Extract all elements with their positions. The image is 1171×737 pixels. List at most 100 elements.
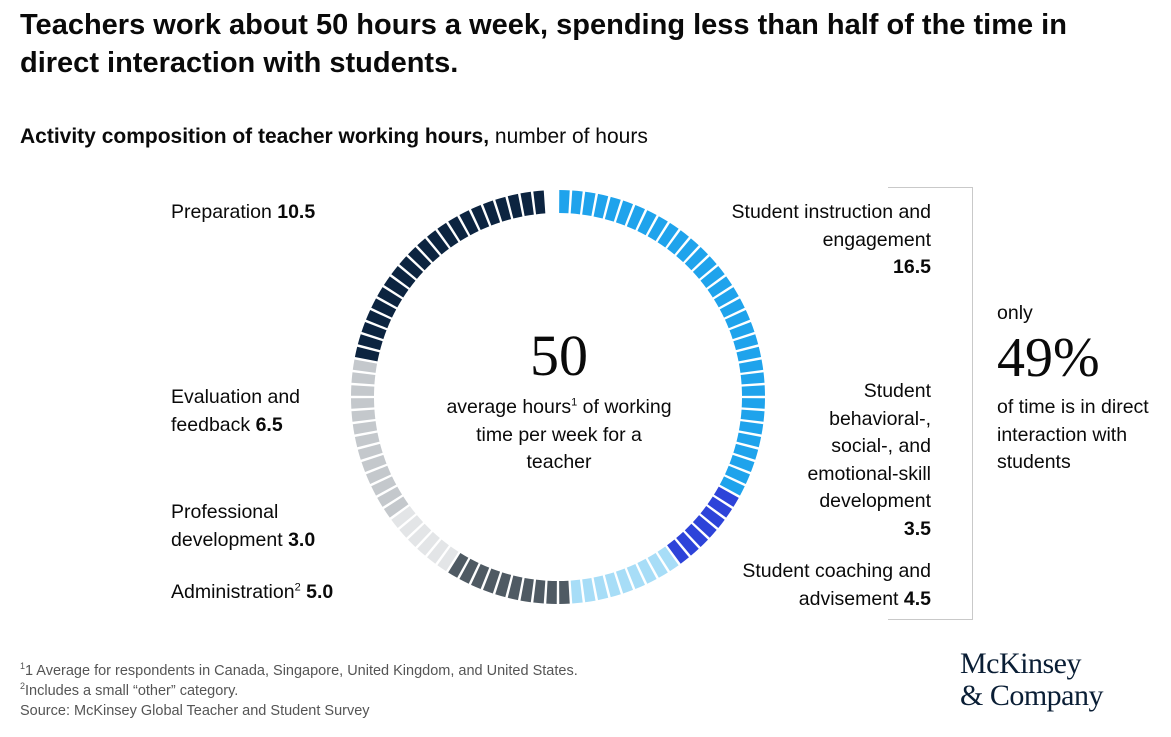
donut-segment	[570, 190, 583, 215]
donut-segment	[667, 539, 689, 564]
donut-segment	[707, 496, 733, 518]
donut-segment	[437, 222, 459, 248]
donut-segment	[399, 256, 424, 279]
donut-segment	[361, 321, 387, 340]
footnote-ref-2: 2	[294, 581, 301, 594]
value-evaluation: 6.5	[255, 413, 283, 436]
donut-segment	[626, 205, 645, 231]
donut-segment	[520, 577, 534, 603]
callout-only: only	[997, 302, 1033, 324]
donut-segment	[736, 432, 762, 448]
donut-segment	[399, 515, 424, 538]
donut-segment	[507, 193, 523, 219]
donut-segment	[361, 454, 387, 473]
chart-title: Teachers work about 50 hours a week, spe…	[20, 9, 1067, 79]
donut-segment	[417, 238, 440, 263]
value-preparation: 10.5	[277, 201, 316, 223]
donut-segment	[357, 443, 383, 460]
donut-segment	[352, 359, 378, 373]
donut-segment	[391, 266, 416, 288]
donut-segment	[559, 190, 570, 214]
donut-segment	[657, 546, 679, 572]
mckinsey-logo: McKinsey & Company	[960, 647, 1104, 712]
callout-percent: 49%	[997, 327, 1100, 389]
donut-slice-1	[667, 486, 739, 564]
subtitle-bold: Activity composition of teacher working …	[20, 125, 490, 148]
donut-segment	[729, 454, 755, 473]
donut-segment	[507, 575, 523, 601]
donut-segment	[733, 443, 759, 460]
donut-segment	[366, 465, 392, 484]
donut-segment	[471, 205, 490, 231]
donut-segment	[736, 346, 762, 362]
donut-slice-5	[351, 359, 409, 518]
donut-segment	[684, 246, 709, 271]
donut-segment	[729, 321, 755, 340]
value-professional-development: 3.0	[288, 528, 316, 551]
donut-segment	[371, 476, 397, 496]
donut-segment	[582, 577, 596, 603]
donut-slice-6	[354, 190, 546, 362]
donut-segment	[626, 563, 645, 589]
donut-segment	[520, 191, 534, 217]
donut-segment	[667, 230, 689, 255]
donut-segment	[495, 196, 512, 222]
donut-segment	[354, 432, 380, 448]
donut-segment	[604, 572, 621, 598]
donut-segment	[719, 476, 745, 496]
donut-segment	[570, 579, 583, 604]
label-preparation: Preparation 10.5	[171, 201, 316, 223]
label-student-instruction: Student instruction and engagement 16.5	[731, 201, 931, 278]
label-student-behavioral: Student behavioral-, social-, and emotio…	[807, 380, 931, 540]
donut-segment	[713, 287, 739, 308]
donut-segment	[407, 523, 432, 548]
donut-segment	[741, 385, 765, 396]
donut-segment	[692, 256, 717, 279]
value-student-coaching: 4.5	[903, 587, 931, 610]
donut-segment	[437, 546, 459, 572]
donut-segment	[604, 196, 621, 222]
value-student-behavioral: 3.5	[903, 517, 931, 540]
donut-segment	[559, 580, 570, 604]
donut-segment	[733, 334, 759, 351]
donut-segment	[676, 531, 699, 556]
donut-segment	[647, 216, 668, 242]
value-student-instruction: 16.5	[893, 256, 931, 278]
donut-segment	[407, 246, 432, 271]
donut-segment	[738, 421, 764, 435]
donut-segment	[738, 359, 764, 373]
donut-segment	[448, 216, 469, 242]
donut-segment	[724, 465, 750, 484]
donut-segment	[533, 579, 546, 604]
donut-segment	[383, 276, 409, 298]
footnote-1: 11 Average for respondents in Canada, Si…	[20, 661, 578, 679]
subtitle-unit: number of hours	[489, 125, 648, 148]
source-note: Source: McKinsey Global Teacher and Stud…	[20, 703, 370, 719]
donut-segment	[724, 310, 750, 329]
label-student-coaching: Student coaching and advisement 4.5	[742, 560, 931, 610]
donut-slice-0	[559, 190, 765, 496]
donut-segment	[482, 200, 501, 226]
donut-segment	[482, 568, 501, 594]
donut-slice-3	[448, 552, 570, 604]
donut-segment	[459, 558, 479, 584]
donut-segment	[471, 563, 490, 589]
label-administration: Administration2 5.0	[171, 581, 334, 603]
callout-bracket	[888, 187, 973, 620]
donut-segment	[371, 298, 397, 318]
donut-segment	[692, 515, 717, 538]
footnote-ref-1: 1	[571, 396, 578, 409]
donut-segment	[684, 523, 709, 548]
donut-segment	[741, 398, 765, 409]
value-administration: 5.0	[306, 581, 334, 603]
donut-slice-2	[570, 546, 679, 604]
donut-segment	[383, 496, 409, 518]
label-evaluation: Evaluation and feedback 6.5	[171, 386, 301, 436]
label-professional-development: Professional development 3.0	[171, 501, 316, 551]
donut-segment	[593, 193, 609, 219]
donut-segment	[657, 222, 679, 248]
donut-segment	[546, 580, 557, 604]
donut-segment	[700, 266, 725, 288]
donut-slice-4	[391, 506, 459, 572]
